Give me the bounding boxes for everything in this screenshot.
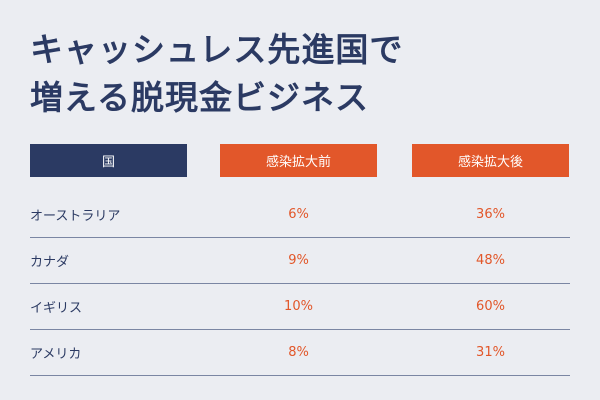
header-after: 感染拡大後 xyxy=(412,144,569,177)
table-row: カナダ 9% 48% xyxy=(30,238,570,284)
table-row: オーストラリア 6% 36% xyxy=(30,192,570,238)
page-title: キャッシュレス先進国で 増える脱現金ビジネス xyxy=(30,26,403,122)
row-country: アメリカ xyxy=(30,347,82,362)
comparison-table: 国 感染拡大前 感染拡大後 オーストラリア 6% 36% カナダ 9% 48% … xyxy=(30,144,570,376)
row-before: 6% xyxy=(288,207,309,222)
header-before: 感染拡大前 xyxy=(220,144,377,177)
row-country: イギリス xyxy=(30,301,83,316)
title-line-2: 増える脱現金ビジネス xyxy=(30,78,370,117)
table-row: イギリス 10% 60% xyxy=(30,284,570,330)
row-country: カナダ xyxy=(30,255,70,270)
table-header: 国 感染拡大前 感染拡大後 xyxy=(30,144,570,178)
header-country: 国 xyxy=(30,144,187,177)
title-line-1: キャッシュレス先進国で xyxy=(30,30,404,69)
row-after: 48% xyxy=(476,253,505,268)
row-after: 36% xyxy=(476,207,505,222)
table-row: アメリカ 8% 31% xyxy=(30,330,570,376)
row-after: 60% xyxy=(476,299,505,314)
row-before: 8% xyxy=(288,345,309,360)
row-before: 10% xyxy=(284,299,313,314)
row-before: 9% xyxy=(288,253,309,268)
row-country: オーストラリア xyxy=(30,209,121,224)
row-after: 31% xyxy=(476,345,505,360)
table-body: オーストラリア 6% 36% カナダ 9% 48% イギリス 10% 60% ア… xyxy=(30,192,570,376)
